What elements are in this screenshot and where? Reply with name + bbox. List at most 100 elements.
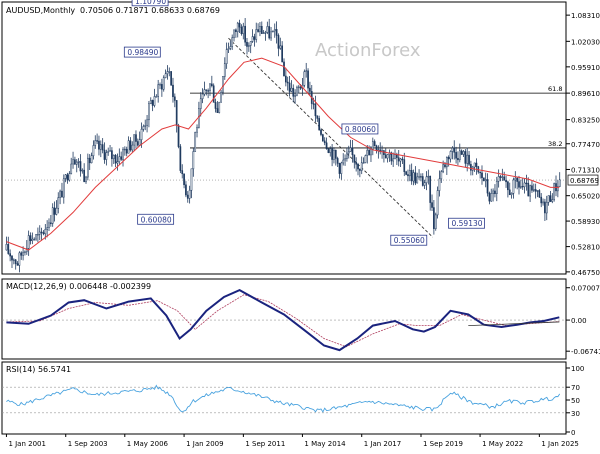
price-label: 1.10790: [135, 0, 166, 6]
current-price-label: 0.68769: [570, 177, 599, 185]
candle-body: [136, 141, 139, 146]
candle-body: [512, 179, 515, 194]
candle-body: [408, 170, 411, 177]
macd-panel: [1, 278, 567, 360]
candle-body: [50, 222, 52, 224]
candle-body: [227, 48, 230, 50]
candle-body: [181, 170, 184, 175]
candle-body: [403, 159, 406, 172]
candle-body: [357, 164, 359, 170]
fib-level-label: 61.8: [548, 85, 562, 93]
candle-body: [173, 96, 176, 101]
candle-body: [199, 98, 202, 109]
candle-body: [540, 196, 543, 204]
candle-body: [127, 140, 130, 154]
candle-body: [360, 162, 363, 171]
candle-body: [423, 182, 426, 186]
candle-body: [281, 45, 283, 63]
candle-body: [185, 184, 187, 196]
candle-body: [5, 244, 8, 251]
candle-body: [518, 181, 520, 188]
price-tick-label: 0.77470: [571, 141, 600, 149]
macd-trendline: [468, 321, 560, 327]
candle-body: [242, 25, 245, 34]
candle-body: [16, 263, 19, 266]
candle-body: [458, 150, 461, 161]
candle-body: [27, 235, 30, 249]
candle-body: [542, 201, 544, 204]
candle-body: [397, 157, 400, 162]
candle-body: [99, 144, 102, 150]
candle-body: [14, 259, 17, 264]
candle-body: [364, 155, 367, 163]
candle-body: [207, 90, 209, 92]
candle-body: [305, 70, 308, 72]
candle-body: [22, 251, 24, 256]
candle-body: [320, 129, 322, 135]
candle-body: [323, 140, 326, 144]
candle-body: [120, 156, 123, 160]
candle-body: [266, 26, 269, 33]
candle-body: [253, 36, 256, 40]
candle-body: [146, 119, 148, 126]
candle-body: [125, 148, 128, 154]
candle-body: [525, 182, 528, 184]
candle-body: [370, 148, 372, 156]
candle-body: [66, 174, 69, 181]
candle-body: [373, 141, 376, 147]
candle-body: [223, 63, 226, 77]
candle-body: [251, 36, 254, 42]
candle-body: [346, 152, 348, 159]
candle-body: [362, 162, 365, 164]
candle-body: [292, 87, 295, 97]
x-tick-label: 1 Sep 2011: [245, 440, 285, 448]
candle-body: [495, 180, 498, 195]
candle-body: [247, 45, 250, 47]
candle-body: [90, 155, 93, 164]
candle-body: [18, 252, 21, 266]
candle-body: [196, 127, 198, 133]
candle-body: [449, 151, 452, 160]
candle-body: [124, 148, 126, 151]
candle-body: [188, 189, 191, 199]
macd-tick-label: 0.00: [571, 317, 587, 325]
x-tick-label: 1 Jan 2017: [364, 440, 402, 448]
fib-level-label: 38.2: [548, 140, 562, 148]
candle-body: [399, 158, 402, 162]
candle-body: [353, 154, 356, 163]
watermark: ActionForex: [315, 40, 421, 61]
candle-body: [558, 179, 561, 187]
candle-body: [20, 252, 23, 256]
candle-body: [327, 148, 330, 153]
candle-body: [55, 208, 58, 215]
candle-body: [74, 159, 76, 165]
candle-body: [322, 134, 324, 142]
candle-body: [425, 176, 428, 184]
candle-body: [366, 149, 369, 156]
candle-body: [249, 41, 252, 46]
candle-body: [462, 151, 465, 155]
candle-body: [401, 158, 404, 160]
candle-body: [336, 158, 339, 164]
candle-body: [309, 87, 311, 92]
candle-body: [168, 71, 171, 73]
price-tick-label: 0.65020: [571, 193, 600, 201]
rsi-panel: [1, 361, 567, 435]
candle-body: [148, 103, 150, 121]
price-label-box: [448, 217, 485, 229]
rsi-tick-label: 70: [571, 384, 580, 392]
candle-body: [421, 176, 424, 186]
candle-body: [101, 144, 104, 151]
candle-body: [209, 83, 211, 91]
candle-body: [285, 75, 287, 83]
candle-body: [11, 255, 13, 261]
candle-body: [294, 94, 296, 97]
candle-body: [246, 41, 248, 47]
candle-body: [457, 158, 459, 161]
candle-body: [394, 154, 396, 160]
candle-body: [9, 253, 11, 257]
candle-body: [488, 192, 491, 202]
price-tick-label: 0.71310: [571, 166, 600, 174]
x-tick-label: 1 Sep 2019: [423, 440, 463, 448]
candle-body: [290, 87, 293, 92]
